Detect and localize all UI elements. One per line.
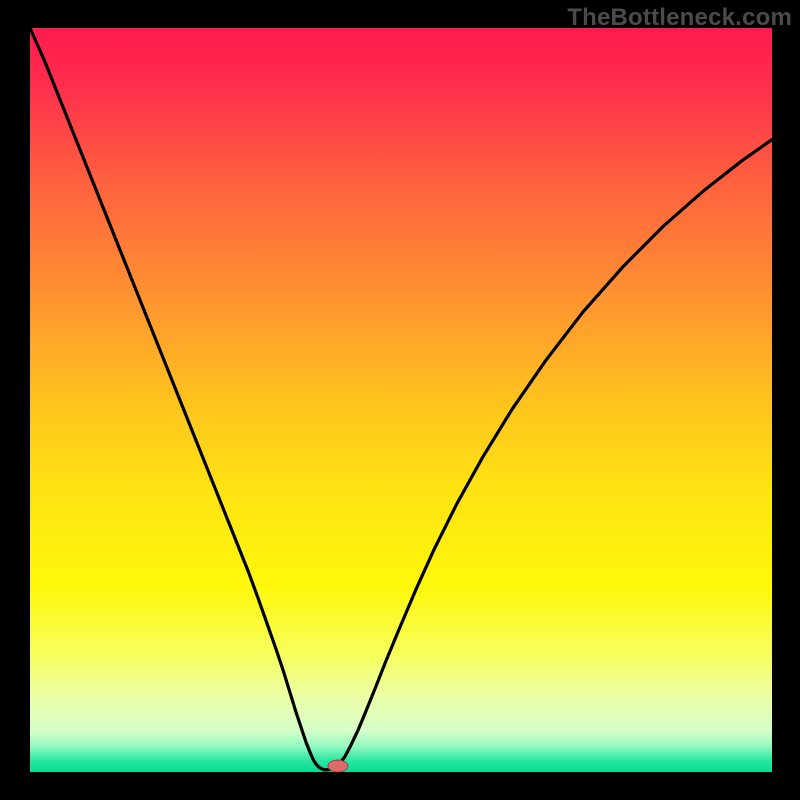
plot-background (30, 28, 772, 772)
marker-dot (328, 760, 348, 772)
chart-container: TheBottleneck.com (0, 0, 800, 800)
plot-area (30, 28, 772, 772)
plot-svg (30, 28, 772, 772)
